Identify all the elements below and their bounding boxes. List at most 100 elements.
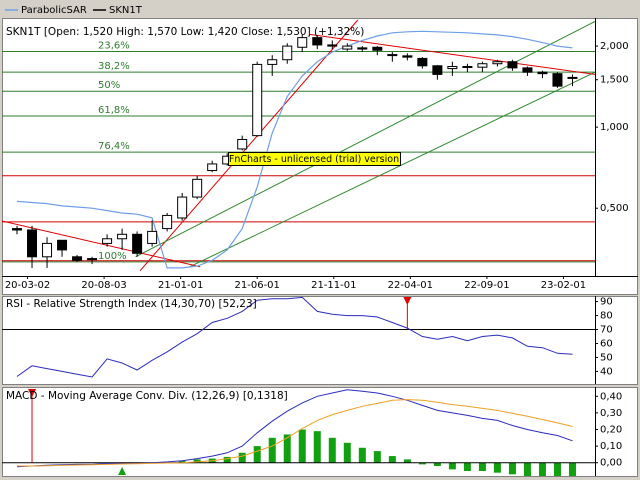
overlay: FnCharts - unlicensed (trial) version SKN… bbox=[6, 26, 412, 475]
candle-body bbox=[387, 54, 398, 57]
legend-label: ParabolicSAR bbox=[21, 5, 87, 16]
x-tick-label: 22-09-01 bbox=[464, 280, 509, 291]
macd-plot bbox=[2, 389, 595, 476]
candle-body bbox=[297, 37, 308, 48]
histogram-bar bbox=[343, 442, 351, 463]
histogram-bar bbox=[523, 462, 531, 476]
watermark-text: FnCharts - unlicensed (trial) version bbox=[229, 154, 399, 165]
y-tick-label: 40 bbox=[600, 366, 613, 377]
candle-body bbox=[417, 57, 428, 67]
candle-body bbox=[42, 242, 53, 258]
candle-body bbox=[192, 178, 203, 198]
sar-line bbox=[16, 30, 573, 269]
watermark: FnCharts - unlicensed (trial) version bbox=[228, 152, 401, 166]
histogram-bar bbox=[568, 462, 576, 476]
fib-label: 50% bbox=[98, 80, 120, 91]
indicator-line bbox=[16, 389, 573, 468]
x-tick-label: 23-02-01 bbox=[541, 280, 586, 291]
axes: 0,500 1,000 1,500 2,000 20-03-02 20-08-03 21-0… bbox=[5, 41, 629, 469]
signal-arrow bbox=[403, 297, 412, 305]
candle-body bbox=[522, 67, 533, 73]
histogram-bar bbox=[553, 462, 561, 476]
histogram-bar bbox=[433, 462, 441, 467]
candle-body bbox=[342, 45, 353, 50]
candle-body bbox=[432, 65, 443, 75]
histogram-bar bbox=[403, 459, 411, 463]
fib-label: 61,8% bbox=[98, 105, 130, 116]
histogram-bar bbox=[418, 462, 426, 465]
candle-body bbox=[177, 196, 188, 219]
histogram-bar bbox=[253, 446, 261, 463]
candle-body bbox=[507, 61, 518, 69]
panel-title: MACD - Moving Average Conv. Div. (12,26,… bbox=[6, 390, 288, 402]
x-tick-label: 22-04-01 bbox=[388, 280, 433, 291]
candle-body bbox=[447, 65, 458, 70]
trend-line bbox=[189, 71, 595, 268]
candle-body bbox=[117, 233, 128, 240]
histogram-bar bbox=[388, 456, 396, 463]
candle-body bbox=[57, 239, 68, 251]
histogram-bar bbox=[448, 462, 456, 470]
histogram-bar bbox=[298, 429, 306, 463]
histogram-bar bbox=[538, 462, 546, 476]
histogram-bar bbox=[328, 437, 336, 463]
candle-body bbox=[27, 229, 38, 258]
y-tick-label: 0,30 bbox=[600, 408, 622, 419]
histogram-bar bbox=[178, 461, 186, 463]
candle-body bbox=[462, 65, 473, 68]
rsi-plot bbox=[2, 296, 595, 378]
y-tick-label: 50 bbox=[600, 352, 613, 363]
candle-body bbox=[552, 73, 563, 87]
x-tick-label: 20-08-03 bbox=[81, 280, 126, 291]
histogram-bar bbox=[193, 459, 201, 463]
candle-body bbox=[567, 76, 578, 79]
y-tick-label: 2,000 bbox=[600, 41, 629, 52]
histogram-bar bbox=[373, 451, 381, 463]
legend: ParabolicSAR SKN1T bbox=[5, 5, 143, 16]
histogram-bar bbox=[493, 462, 501, 473]
y-tick-label: 60 bbox=[600, 338, 613, 349]
x-tick-label: 21-06-01 bbox=[235, 280, 280, 291]
signal-arrow bbox=[28, 389, 37, 397]
watermark-box bbox=[228, 152, 401, 166]
y-tick-label: 90 bbox=[600, 297, 613, 308]
y-tick-label: 0,500 bbox=[600, 203, 629, 214]
candle-body bbox=[402, 55, 413, 58]
panel-title: SKN1T [Open: 1,520 High: 1,570 Low: 1,42… bbox=[6, 26, 364, 38]
candle-body bbox=[312, 37, 323, 46]
candle-body bbox=[162, 214, 173, 230]
y-tick-label: 1,000 bbox=[600, 122, 629, 133]
candle-body bbox=[72, 256, 83, 261]
y-tick-label: 70 bbox=[600, 325, 613, 336]
candle-body bbox=[477, 63, 488, 68]
y-tick-label: 0,20 bbox=[600, 425, 622, 436]
signal-arrow bbox=[118, 467, 127, 475]
trend-line bbox=[135, 20, 595, 258]
trend-line bbox=[139, 19, 359, 272]
candle-body bbox=[357, 47, 368, 50]
fib-label: 76,4% bbox=[98, 141, 130, 152]
histogram-bar bbox=[313, 431, 321, 463]
x-tick-label: 21-11-01 bbox=[311, 280, 356, 291]
candle-body bbox=[147, 230, 158, 244]
y-tick-label: 80 bbox=[600, 311, 613, 322]
fib-label: 100% bbox=[98, 251, 127, 262]
candle-body bbox=[492, 61, 503, 65]
candle-body bbox=[282, 45, 293, 61]
histogram-bar bbox=[508, 462, 516, 475]
candle-body bbox=[252, 63, 263, 137]
histogram-bar bbox=[223, 456, 231, 463]
panel-title: RSI - Relative Strength Index (14,30,70)… bbox=[6, 298, 257, 310]
candle-body bbox=[267, 59, 278, 65]
indicator-line bbox=[16, 296, 573, 378]
candle-body bbox=[237, 138, 248, 150]
candle-body bbox=[12, 228, 23, 231]
candle-body bbox=[327, 44, 338, 47]
legend-label: SKN1T bbox=[109, 5, 143, 16]
fib-label: 23,6% bbox=[98, 40, 130, 51]
histogram-bar bbox=[283, 434, 291, 463]
candle-body bbox=[102, 238, 113, 244]
fib-label: 38,2% bbox=[98, 61, 130, 72]
y-tick-label: 1,500 bbox=[600, 75, 629, 86]
candle-body bbox=[87, 258, 98, 261]
